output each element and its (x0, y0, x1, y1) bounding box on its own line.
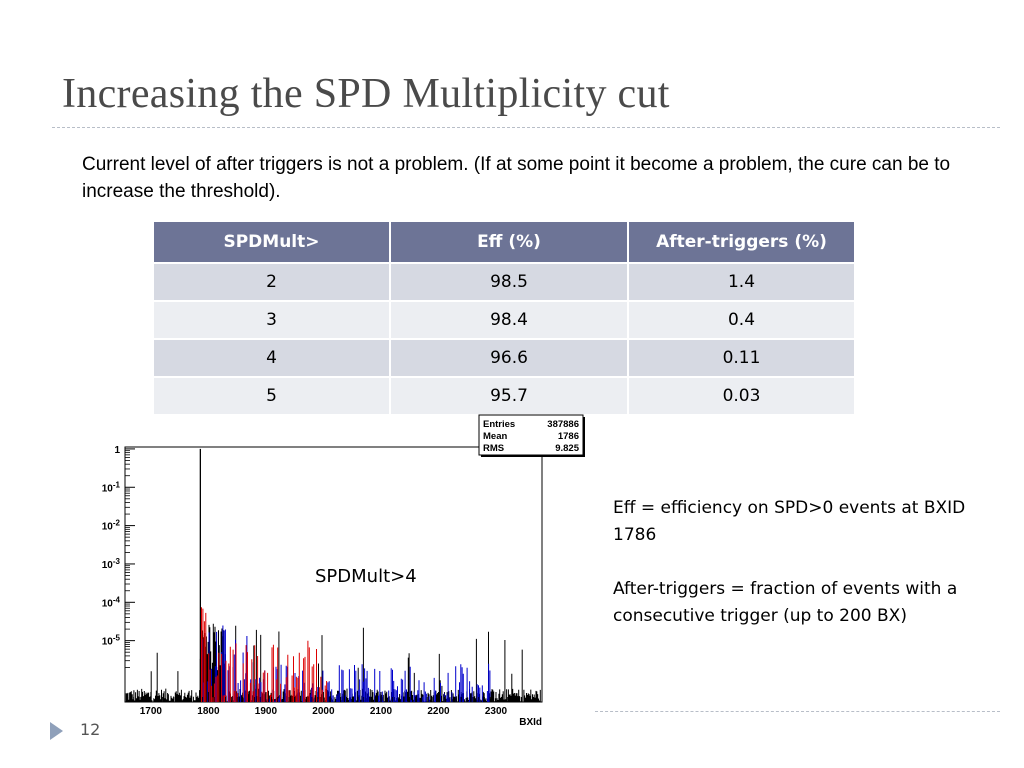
results-table: SPDMult> Eff (%) After-triggers (%) 2 98… (152, 220, 856, 416)
y-tick-label: 10-4 (102, 595, 121, 609)
stats-label: RMS (483, 443, 504, 454)
x-tick-label: 1700 (140, 706, 163, 717)
table-row: 5 95.7 0.03 (152, 376, 856, 416)
stats-value: 1786 (558, 431, 579, 442)
y-tick-label: 10-1 (102, 480, 121, 494)
stats-label: Entries (483, 419, 515, 430)
x-tick-label: 1900 (255, 706, 278, 717)
stats-box (478, 414, 584, 456)
y-tick-label: 10-3 (102, 557, 121, 571)
footer-divider (595, 711, 1000, 712)
definitions-text: Eff = efficiency on SPD>0 events at BXID… (613, 495, 993, 630)
cell-eff: 96.6 (389, 338, 629, 378)
slide-marker-icon (50, 722, 63, 740)
cell-eff: 98.4 (389, 300, 629, 340)
x-tick-label: 2000 (312, 706, 335, 717)
table-row: 4 96.6 0.11 (152, 338, 856, 378)
page-number: 12 (80, 720, 101, 739)
cell-spdmult: 2 (152, 262, 391, 302)
col-header-after-triggers: After-triggers (%) (627, 220, 856, 264)
cell-spdmult: 3 (152, 300, 391, 340)
table-row: 3 98.4 0.4 (152, 300, 856, 340)
stats-value: 387886 (547, 419, 579, 430)
cell-after-triggers: 0.11 (627, 338, 856, 378)
cell-spdmult: 4 (152, 338, 391, 378)
slide-title: Increasing the SPD Multiplicity cut (62, 71, 670, 117)
stats-label: Mean (483, 431, 507, 442)
stats-value: 9.825 (555, 443, 579, 454)
col-header-spdmult: SPDMult> (152, 220, 391, 264)
after-triggers-definition: After-triggers = fraction of events with… (613, 579, 958, 626)
intro-text: Current level of after triggers is not a… (82, 154, 951, 202)
eff-definition: Eff = efficiency on SPD>0 events at BXID… (613, 498, 966, 545)
cell-eff: 95.7 (389, 376, 629, 416)
chart-annotation: SPDMult>4 (315, 566, 417, 587)
y-tick-label: 10-5 (102, 634, 121, 648)
bxid-histogram: 1 10-1 10-2 10-3 10-4 10-5 1700 1800 1900 2000 210… (102, 414, 585, 728)
table-header-row: SPDMult> Eff (%) After-triggers (%) (152, 220, 856, 264)
y-tick-label: 1 (114, 445, 120, 456)
x-axis-label: BXId (519, 717, 542, 728)
cell-spdmult: 5 (152, 376, 391, 416)
x-tick-label: 1800 (197, 706, 220, 717)
title-divider (52, 127, 1000, 128)
cell-after-triggers: 1.4 (627, 262, 856, 302)
plot-frame (124, 446, 543, 703)
y-tick-label: 10-2 (102, 519, 121, 533)
x-tick-label: 2200 (427, 706, 450, 717)
col-header-eff: Eff (%) (389, 220, 629, 264)
cell-after-triggers: 0.03 (627, 376, 856, 416)
x-tick-label: 2300 (485, 706, 508, 717)
cell-after-triggers: 0.4 (627, 300, 856, 340)
table-row: 2 98.5 1.4 (152, 262, 856, 302)
x-tick-label: 2100 (370, 706, 393, 717)
cell-eff: 98.5 (389, 262, 629, 302)
